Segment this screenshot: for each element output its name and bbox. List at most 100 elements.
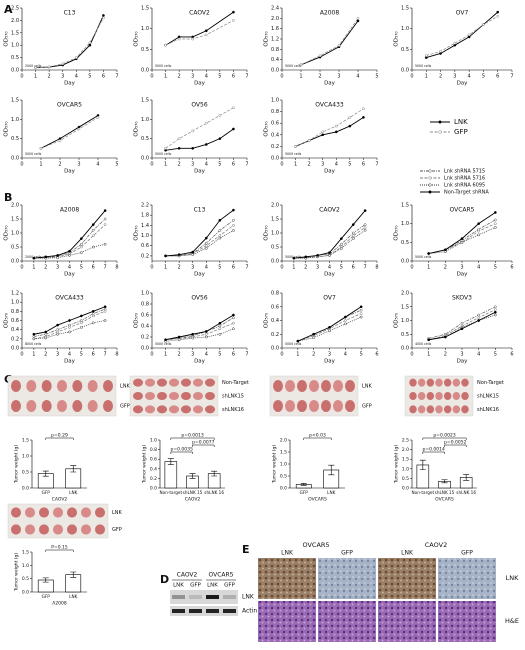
x-tick-label: 3 <box>191 265 194 271</box>
data-point <box>477 319 481 322</box>
data-point <box>80 326 83 329</box>
x-tick-label: 6 <box>92 265 95 271</box>
x-tick-label: 4 <box>96 162 99 168</box>
data-point <box>292 256 296 260</box>
y-tick-label: 0.6 <box>141 313 149 319</box>
data-point <box>439 50 442 53</box>
group-label: OVCAR5 <box>308 497 327 503</box>
y-axis-label: Tumor weight (g) <box>394 445 400 485</box>
x-tick-label: 0 <box>410 265 413 271</box>
series-line <box>165 209 234 257</box>
x-tick-label: 5 <box>80 352 83 358</box>
x-tick-label: 0 <box>150 265 153 271</box>
x-tick-label: 1 <box>427 352 430 358</box>
x-tick-label: 6 <box>232 352 235 358</box>
micrograph <box>258 558 316 599</box>
y-tick-label: 0.0 <box>141 68 149 74</box>
x-tick-label: LNK <box>327 490 335 495</box>
error-bar <box>167 458 174 465</box>
legend-marker <box>428 169 432 173</box>
series-line <box>165 317 234 341</box>
y-tick-label: 0.5 <box>11 55 19 61</box>
note: 5000 cells <box>285 152 302 156</box>
tumor <box>205 378 215 387</box>
x-tick-label: 6 <box>375 352 378 358</box>
data-point <box>496 10 500 14</box>
data-point <box>91 234 95 238</box>
series-line <box>165 128 234 151</box>
x-tick-label: 2 <box>318 74 321 80</box>
tumor <box>25 524 35 535</box>
y-tick-label: 1.8 <box>141 213 149 219</box>
data-point <box>80 237 83 240</box>
data-point <box>58 139 62 142</box>
x-tick-label: 1 <box>427 265 430 271</box>
micrograph <box>318 601 376 642</box>
chart-title: SKOV3 <box>452 295 472 302</box>
y-tick-label: 0.0 <box>280 486 287 492</box>
x-tick-label: 2 <box>58 162 61 168</box>
legend-label: LNK <box>454 118 468 126</box>
y-tick-label: 1.0 <box>141 233 149 239</box>
tumor <box>273 400 283 412</box>
y-tick-label: 0.2 <box>271 332 279 338</box>
data-point <box>191 250 195 254</box>
data-point <box>204 33 208 37</box>
x-axis-label: Day <box>194 272 206 278</box>
y-tick-label: 1.0 <box>141 117 149 123</box>
data-point <box>477 233 481 237</box>
data-point <box>218 114 222 117</box>
data-point <box>218 327 222 331</box>
y-tick-label: 0.2 <box>271 144 279 150</box>
series-line <box>165 225 234 257</box>
y-tick-label: 0.8 <box>271 47 279 53</box>
y-tick-label: 1.0 <box>271 231 279 237</box>
data-point <box>359 312 363 315</box>
data-point <box>443 248 447 252</box>
tumor <box>41 380 52 392</box>
error-bar <box>42 470 49 477</box>
photo-label: Non-Target <box>477 380 504 386</box>
data-point <box>88 43 92 47</box>
y-tick-label: 1.0 <box>401 221 409 227</box>
y-tick-label: 1.5 <box>22 438 29 444</box>
micrograph <box>438 558 496 599</box>
series-line <box>295 108 364 147</box>
y-tick-label: 1.0 <box>141 26 149 32</box>
x-tick-label: 7 <box>104 265 107 271</box>
chart-title: A2008 <box>60 207 80 214</box>
tumor <box>81 507 91 518</box>
x-tick-label: 1 <box>425 74 428 80</box>
y-tick-label: 0.4 <box>11 327 19 333</box>
error-bar <box>42 577 49 583</box>
data-point <box>61 62 65 66</box>
tumor <box>285 400 295 412</box>
series-line <box>293 210 366 259</box>
data-point <box>359 305 363 309</box>
y-axis-label: OD₅₇₀ <box>4 31 10 47</box>
x-tick-label: 4 <box>477 352 480 358</box>
data-point <box>68 319 71 322</box>
x-axis-label: Day <box>64 359 76 365</box>
series-line <box>428 309 496 341</box>
y-tick-label: 0.0 <box>402 486 409 492</box>
x-tick-label: Non-target <box>160 490 183 495</box>
x-tick-label: 5 <box>218 74 221 80</box>
data-point <box>91 314 95 318</box>
data-point <box>177 146 181 150</box>
data-point <box>477 313 481 317</box>
bracket <box>170 437 215 440</box>
y-tick-label: 1.5 <box>11 98 19 104</box>
y-tick-label: 0.5 <box>22 576 29 582</box>
y-tick-label: 0.0 <box>22 486 29 492</box>
data-point <box>96 116 100 119</box>
y-tick-label: 1.2 <box>271 37 279 43</box>
x-tick-label: 8 <box>115 352 118 358</box>
photo-label: GFP <box>362 404 372 410</box>
y-tick-label: 0.2 <box>150 476 157 482</box>
error-bar <box>189 473 196 479</box>
note: 5000 cells <box>415 64 432 68</box>
series-line <box>426 15 498 56</box>
tumor <box>181 392 191 400</box>
